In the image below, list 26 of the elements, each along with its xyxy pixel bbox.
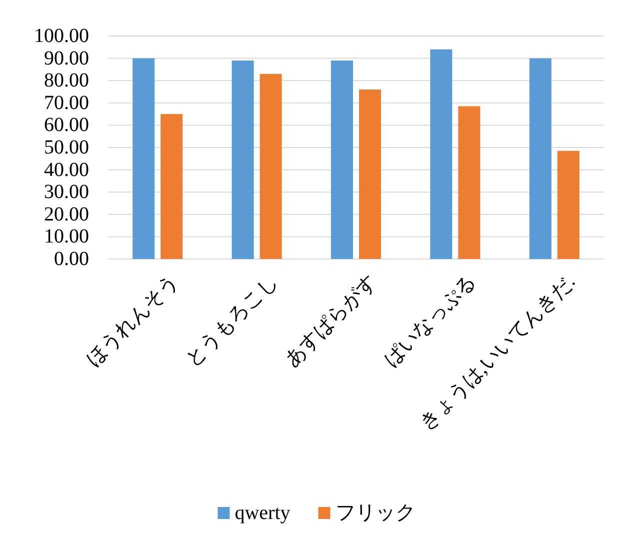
bar bbox=[529, 58, 552, 259]
legend-label: フリック bbox=[335, 502, 416, 524]
bar bbox=[232, 60, 254, 259]
bar bbox=[458, 106, 480, 259]
bar bbox=[160, 114, 183, 259]
bar bbox=[557, 150, 580, 259]
bar bbox=[132, 58, 155, 259]
y-tick-label: 20.00 bbox=[44, 203, 89, 226]
y-tick-label: 80.00 bbox=[44, 70, 89, 92]
y-tick-label: 50.00 bbox=[44, 136, 89, 158]
x-tick-label: ほうれんそう bbox=[82, 270, 183, 371]
y-tick-label: 40.00 bbox=[44, 158, 89, 181]
bar bbox=[359, 90, 381, 259]
x-tick-label: とうもろこし bbox=[182, 270, 282, 371]
y-tick-label: 90.00 bbox=[44, 47, 89, 70]
x-tick-label: あすぱらがす bbox=[280, 270, 382, 371]
legend-label: qwerty bbox=[234, 502, 290, 524]
y-tick-label: 70.00 bbox=[44, 92, 89, 114]
y-tick-label: 100.00 bbox=[34, 25, 89, 47]
y-tick-label: 30.00 bbox=[44, 181, 89, 204]
bar bbox=[260, 74, 282, 259]
bar bbox=[430, 49, 452, 259]
y-tick-label: 10.00 bbox=[44, 226, 89, 248]
y-tick-label: 60.00 bbox=[44, 114, 89, 136]
bar bbox=[331, 60, 353, 259]
y-tick-label: 0.00 bbox=[54, 248, 89, 270]
